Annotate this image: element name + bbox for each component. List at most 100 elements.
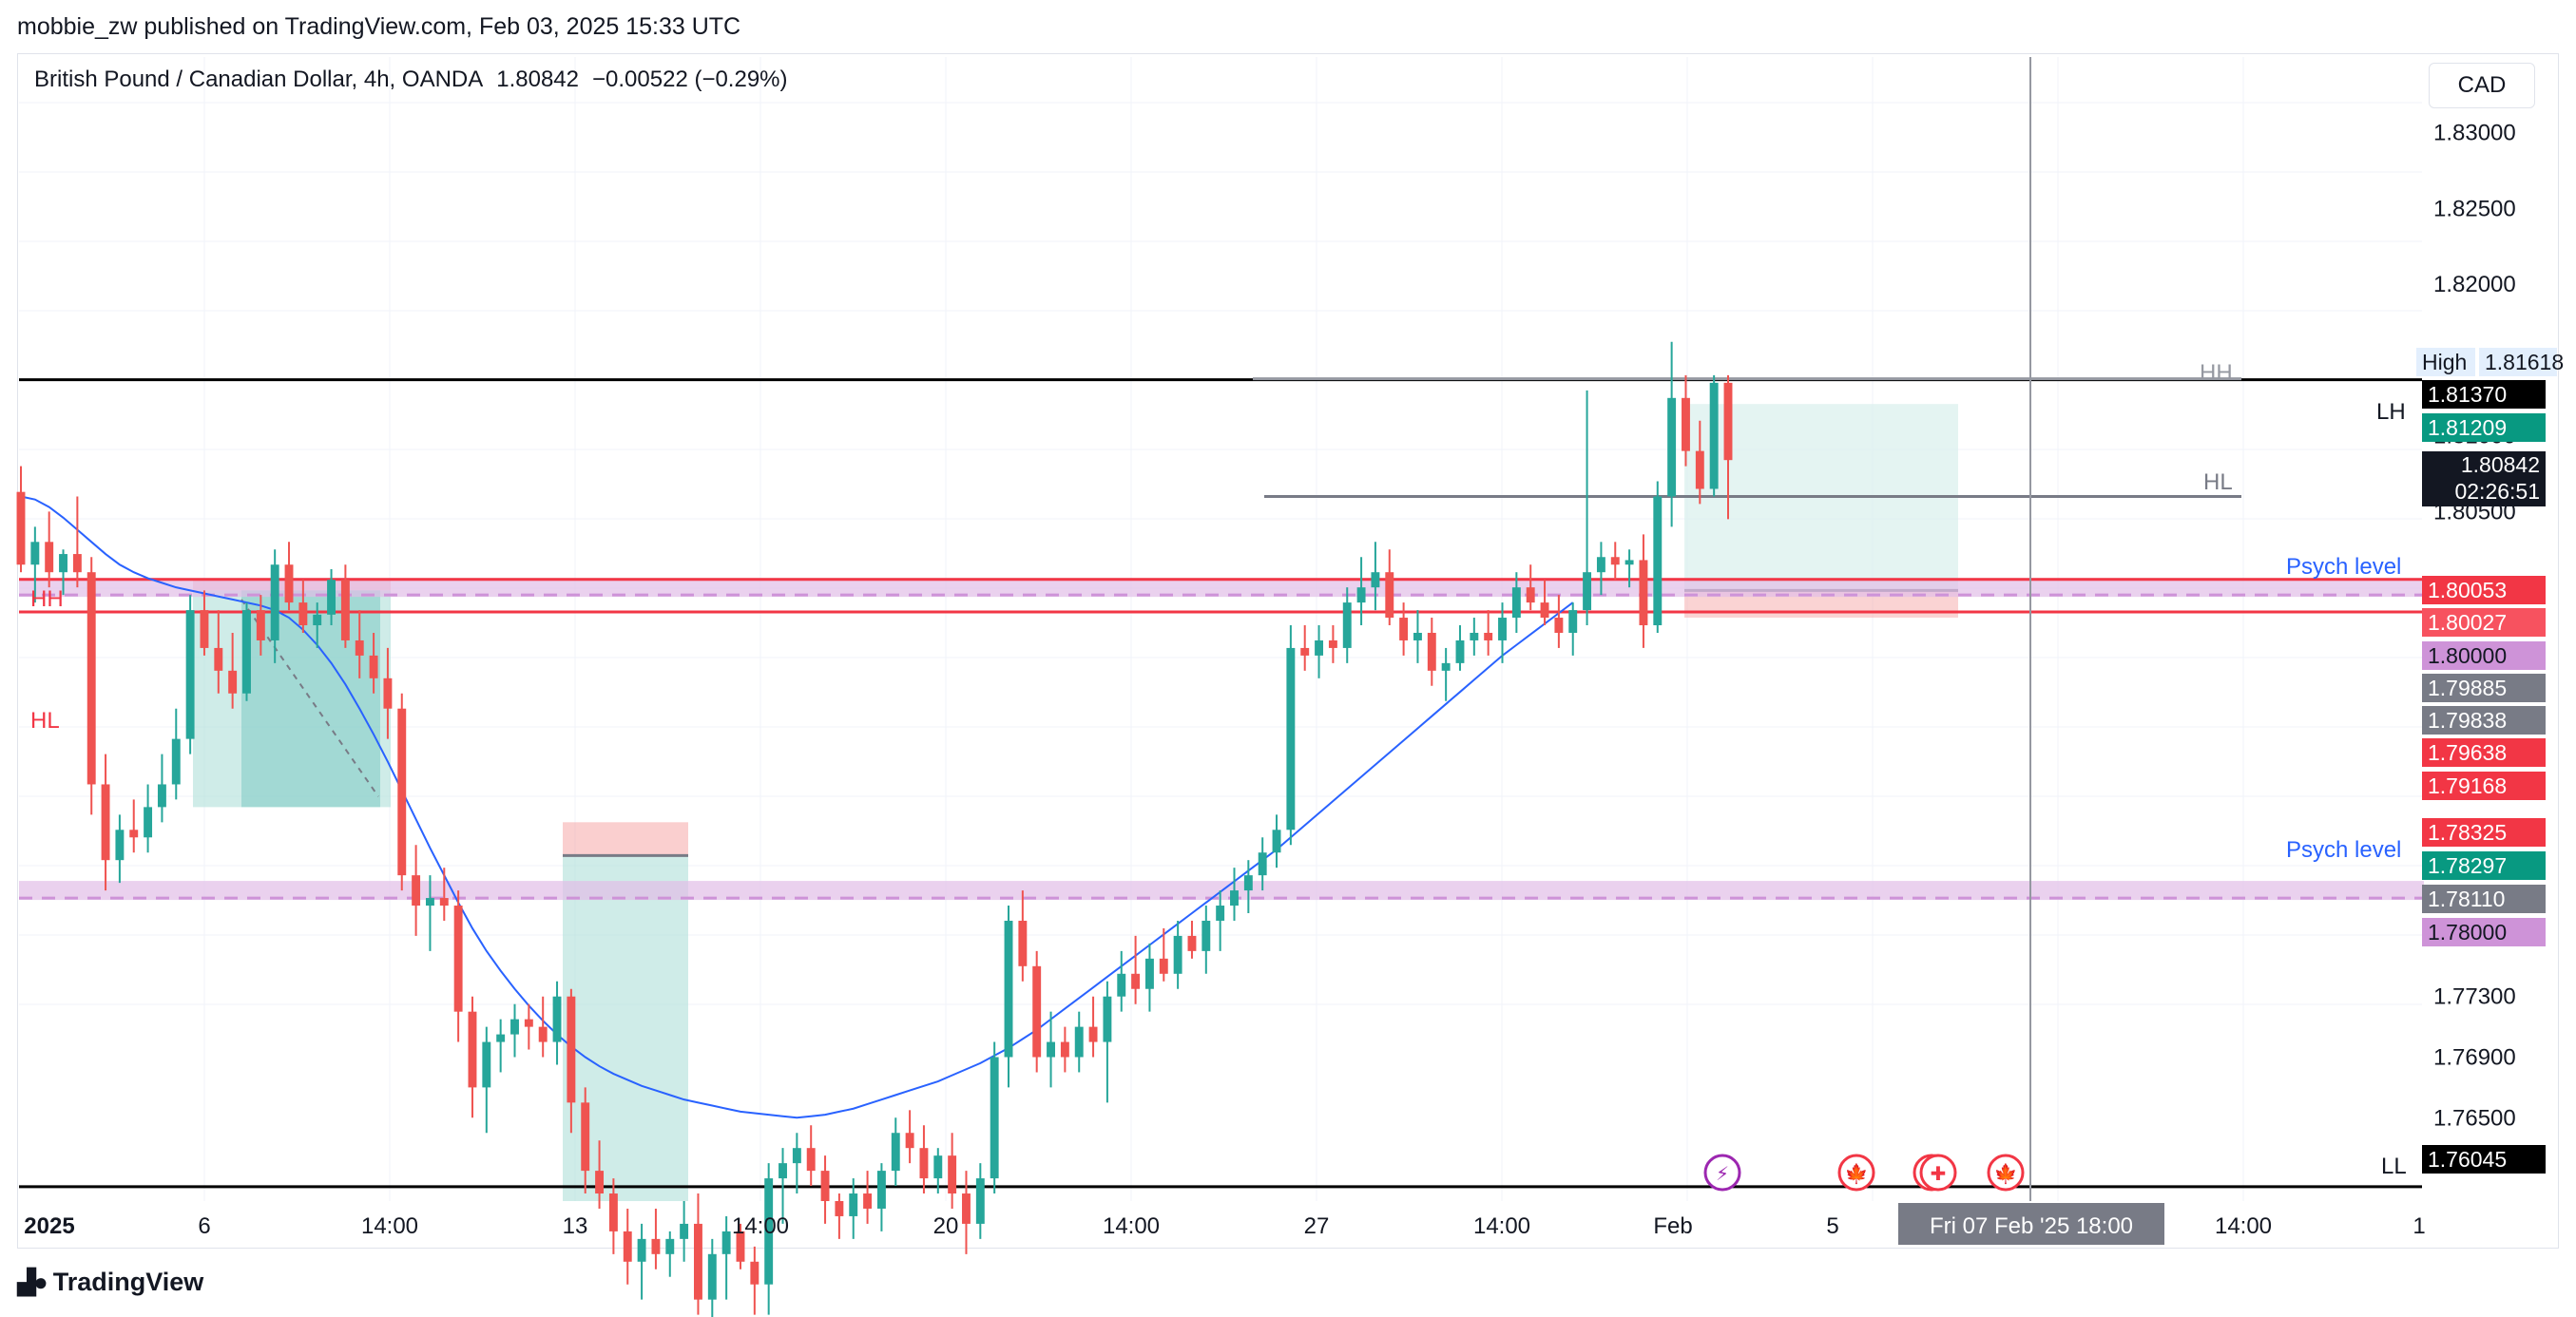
- candle-body: [340, 580, 350, 640]
- candle: [1596, 542, 1605, 596]
- x-axis: 2025 6 14:00 13 14:00 20 14:00 27 14:00 Feb 5 14:00…: [24, 1203, 2426, 1245]
- candle-body: [962, 1193, 971, 1224]
- candle: [340, 564, 350, 648]
- candle: [200, 590, 209, 656]
- y-tick-label: 1.76500: [2433, 1105, 2516, 1131]
- candle-body: [707, 1253, 717, 1300]
- candle: [214, 610, 223, 694]
- canada-flag-icon[interactable]: 🍁: [1837, 1154, 1875, 1192]
- footer-brand[interactable]: ▟● TradingView: [17, 1268, 203, 1297]
- price-label-value: 1.80000: [2428, 643, 2508, 668]
- candle-body: [185, 610, 195, 739]
- candle: [468, 996, 477, 1118]
- candle: [1371, 542, 1380, 611]
- x-tick-label: 5: [1826, 1213, 1838, 1239]
- annotation-lh: LH: [2376, 399, 2406, 425]
- candle-body: [552, 996, 562, 1042]
- price-label-value: 1.80027: [2428, 610, 2508, 635]
- candle: [412, 845, 421, 936]
- candle-body: [496, 1034, 506, 1042]
- candle: [129, 799, 139, 853]
- countdown-timer: 02:26:51: [2454, 479, 2540, 504]
- price-label: 1.78110: [2422, 885, 2546, 913]
- candle: [270, 549, 279, 663]
- candle-body: [1032, 965, 1042, 1058]
- candle: [482, 1026, 491, 1134]
- candle-body: [1060, 1041, 1069, 1058]
- price-label: 1.80000: [2422, 641, 2546, 670]
- canada-flag-icon[interactable]: 🍁: [1987, 1154, 2025, 1192]
- candle: [1032, 950, 1042, 1073]
- candle: [510, 1003, 519, 1058]
- candle-body: [637, 1238, 646, 1262]
- uk-flag-icon[interactable]: ✚: [1919, 1154, 1957, 1192]
- candle: [524, 1003, 533, 1050]
- candle: [764, 1163, 774, 1315]
- candle-body: [439, 898, 449, 907]
- candle: [313, 602, 322, 648]
- candle: [1540, 580, 1549, 626]
- candle-body: [298, 602, 308, 626]
- candle: [1074, 1011, 1084, 1073]
- candle: [439, 868, 449, 921]
- candle: [1173, 920, 1182, 989]
- candle: [101, 754, 110, 891]
- x-tick-label: 14:00: [732, 1213, 789, 1239]
- y-tick-label: 1.76900: [2433, 1045, 2516, 1071]
- candle-body: [468, 1011, 477, 1088]
- candle: [369, 632, 378, 694]
- candle: [1682, 374, 1690, 467]
- candle: [680, 1201, 689, 1262]
- candle: [87, 557, 96, 815]
- candle: [1216, 890, 1225, 951]
- candle-body: [736, 1231, 745, 1262]
- candle: [905, 1110, 914, 1164]
- candle-body: [1117, 973, 1126, 997]
- candle-body: [1371, 572, 1380, 588]
- event-ring: [1987, 1154, 2025, 1192]
- candle-body: [1695, 450, 1704, 489]
- candle-body: [214, 647, 223, 671]
- candle-body: [1723, 382, 1733, 461]
- candle-body: [820, 1171, 830, 1201]
- candle-body: [1709, 382, 1719, 489]
- candle: [185, 595, 195, 754]
- candle: [1187, 920, 1197, 959]
- candle: [919, 1125, 929, 1194]
- x-tick-label: 14:00: [2215, 1213, 2272, 1239]
- price-label-value: 1.80053: [2428, 578, 2508, 602]
- candle: [1441, 647, 1451, 701]
- candle: [990, 1041, 999, 1194]
- economic-events[interactable]: ⚡🍁✚✚🍁: [1703, 1154, 2025, 1192]
- crosshair-date-label: Fri 07 Feb '25 18:00: [1930, 1213, 2133, 1239]
- candle-body: [1074, 1026, 1084, 1058]
- candle-body: [1413, 632, 1422, 640]
- candle-body: [313, 614, 322, 626]
- candle-body: [242, 610, 251, 694]
- candle: [694, 1193, 702, 1315]
- lightning-event-icon[interactable]: ⚡: [1703, 1154, 1741, 1192]
- y-tick-label: 1.82500: [2433, 196, 2516, 221]
- price-label-value: 1.79838: [2428, 708, 2508, 733]
- candle: [1511, 572, 1521, 633]
- candle-body: [1230, 890, 1239, 907]
- candle-body: [1554, 618, 1564, 633]
- candle: [1144, 943, 1154, 1012]
- candle: [1018, 890, 1028, 982]
- candle: [1230, 868, 1239, 921]
- candle-body: [975, 1178, 985, 1224]
- candle: [1300, 625, 1310, 671]
- psych-band: [19, 578, 2424, 598]
- candle: [228, 632, 238, 709]
- candle-body: [115, 830, 125, 861]
- candle-body: [59, 554, 67, 573]
- candle: [1272, 814, 1281, 868]
- candle: [1610, 542, 1620, 581]
- candle-body: [595, 1171, 605, 1194]
- y-tick-label: 1.82000: [2433, 272, 2516, 297]
- currency-selector[interactable]: CAD: [2429, 63, 2535, 108]
- candle-body: [1300, 647, 1310, 656]
- candle-body: [694, 1223, 702, 1300]
- candle-body: [1144, 958, 1154, 989]
